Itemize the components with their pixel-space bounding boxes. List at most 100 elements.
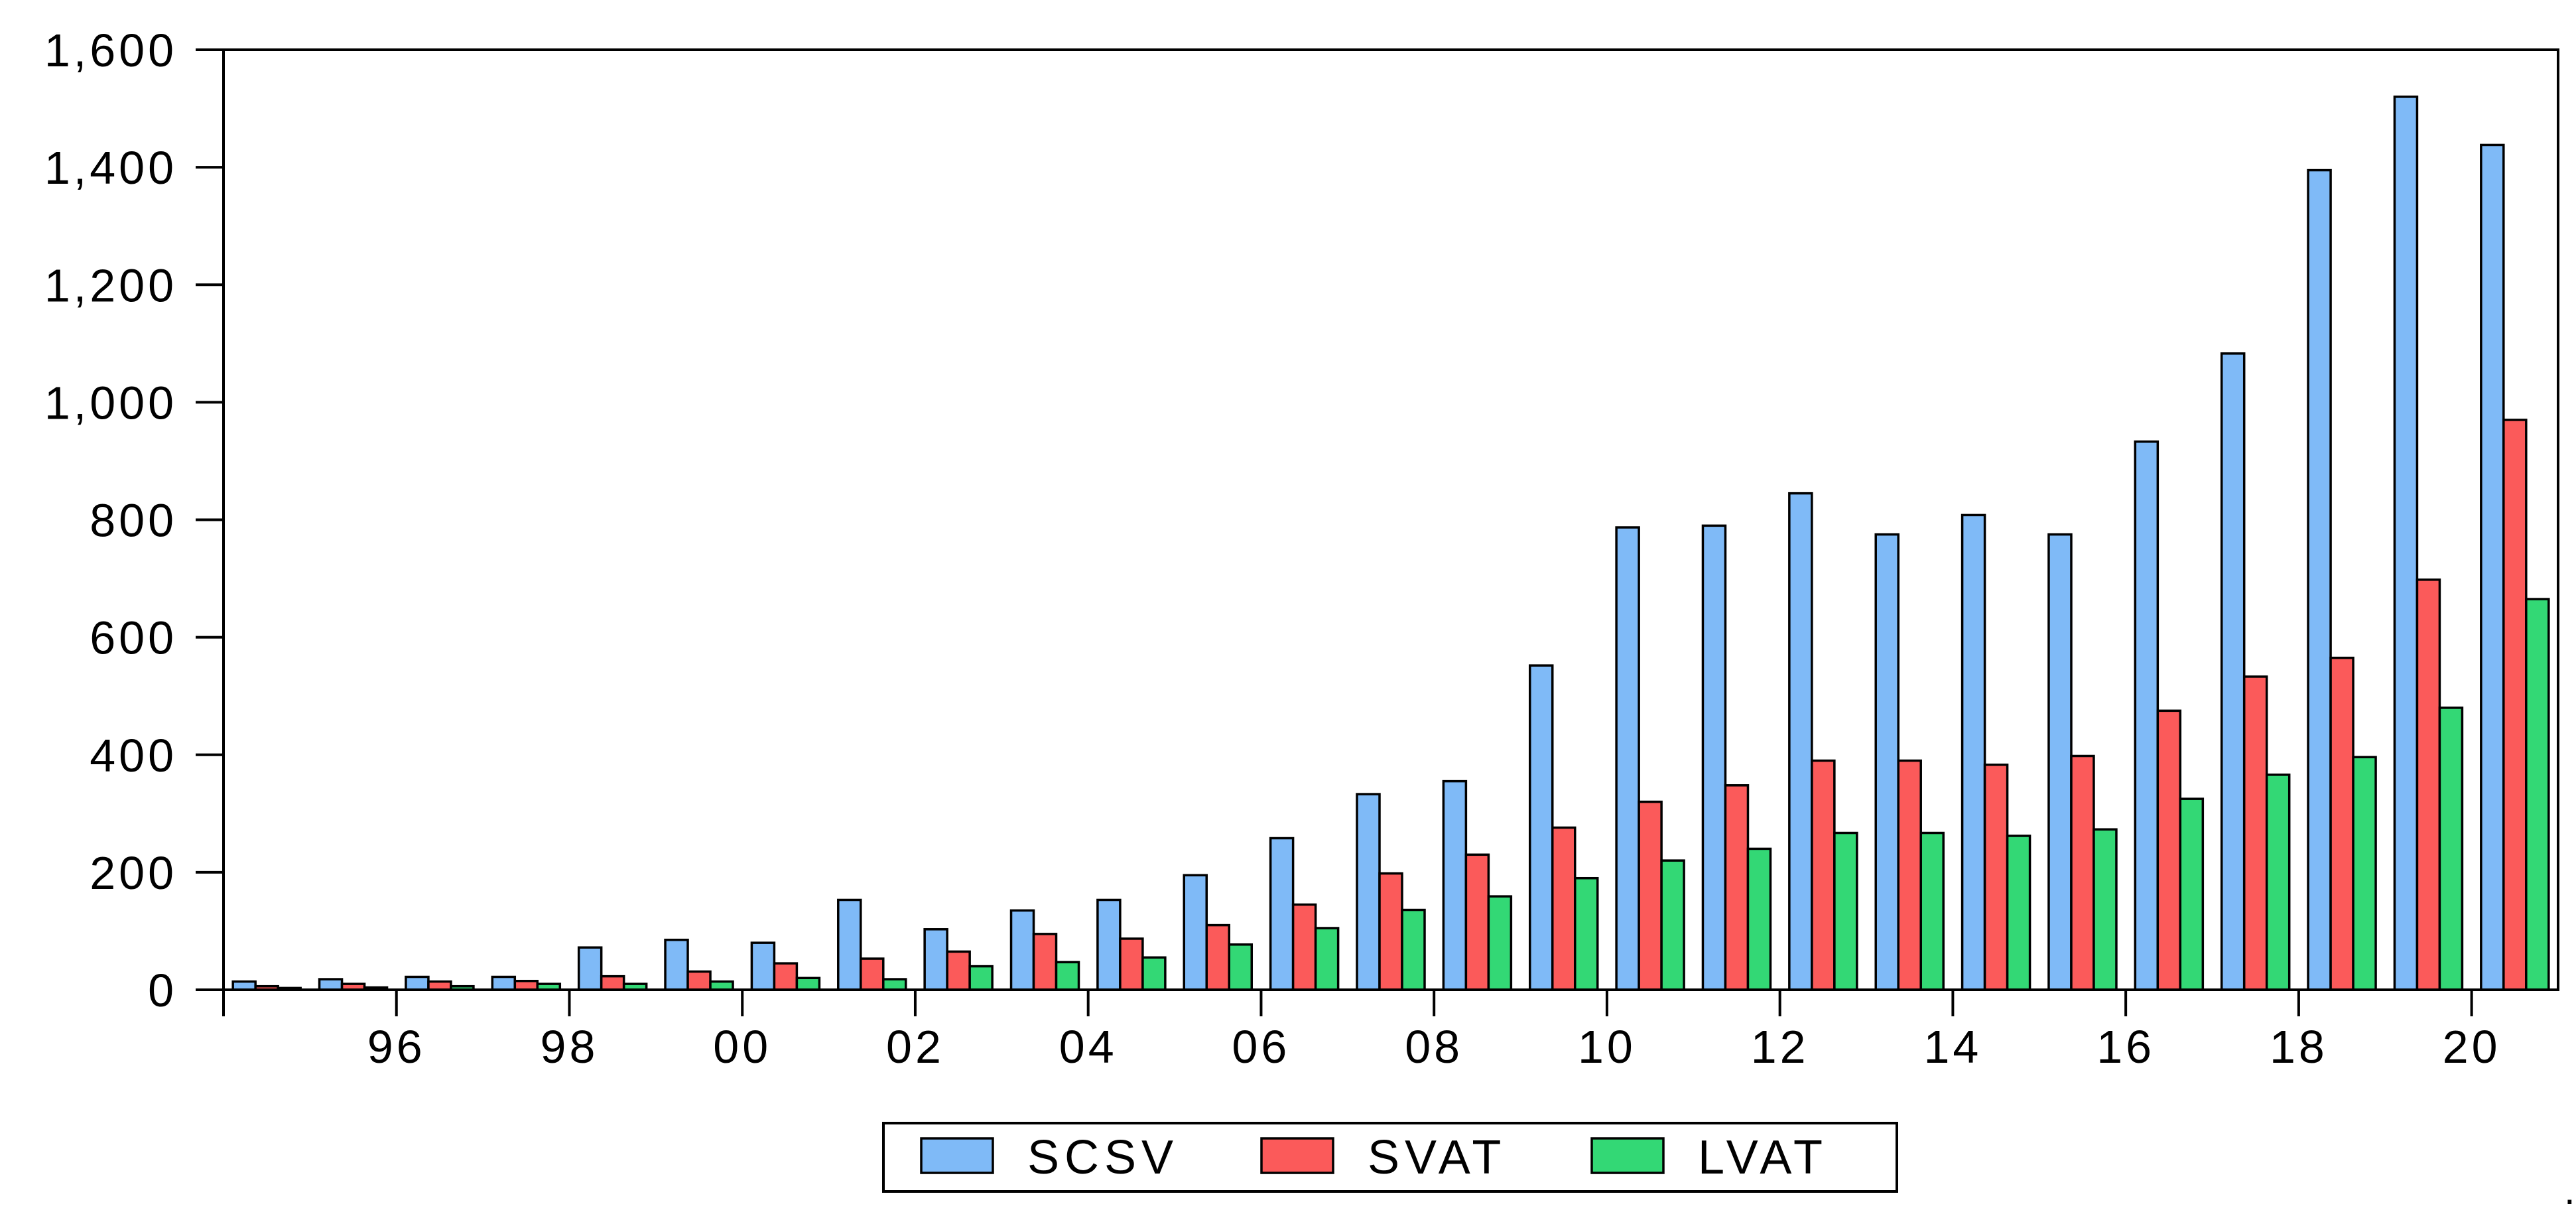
bar-scsv-2021 <box>2480 143 2505 991</box>
bar-lvat-2017 <box>2179 797 2205 991</box>
x-tick-label: 08 <box>1405 1021 1463 1073</box>
legend-label-scsv: SCSV <box>1027 1131 1179 1184</box>
x-tick-label: 98 <box>541 1021 599 1073</box>
bar-scsv-2004 <box>1009 909 1035 991</box>
bar-scsv-1999 <box>577 946 603 991</box>
bar-svat-2004 <box>1032 933 1058 991</box>
legend-label-lvat: LVAT <box>1698 1131 1828 1184</box>
bar-lvat-2008 <box>1401 908 1426 991</box>
x-tick-label: 96 <box>367 1021 426 1073</box>
bar-scsv-2011 <box>1615 526 1640 991</box>
bar-lvat-2004 <box>1055 961 1080 991</box>
bar-scsv-2017 <box>2134 440 2159 991</box>
bar-lvat-2013 <box>1833 831 1858 991</box>
legend: SCSV SVAT LVAT <box>882 1122 1898 1193</box>
bar-scsv-2005 <box>1096 898 1122 991</box>
bar-lvat-2016 <box>2093 828 2118 991</box>
bar-lvat-2018 <box>2265 774 2291 991</box>
series-scsv <box>231 96 2505 991</box>
bar-lvat-2005 <box>1141 956 1167 991</box>
bar-scsv-1996 <box>318 978 344 991</box>
x-tick-label: 06 <box>1232 1021 1291 1073</box>
bar-svat-2013 <box>1811 759 1836 991</box>
bar-svat-2019 <box>2329 656 2354 991</box>
bar-svat-2018 <box>2242 675 2268 991</box>
bar-scsv-2002 <box>837 898 862 991</box>
bar-scsv-2003 <box>923 928 948 991</box>
bar-scsv-1998 <box>491 975 517 991</box>
bar-svat-2012 <box>1724 784 1750 991</box>
bar-svat-2014 <box>1897 759 1922 991</box>
bar-svat-2000 <box>686 970 712 991</box>
bar-scsv-2019 <box>2307 169 2332 991</box>
bar-svat-2008 <box>1378 872 1403 991</box>
bar-svat-2015 <box>1983 764 2009 991</box>
x-tick-label: 18 <box>2270 1021 2328 1073</box>
y-tick-label: 1,400 <box>44 142 177 194</box>
bar-svat-1999 <box>600 975 625 991</box>
bar-svat-2017 <box>2156 709 2182 991</box>
bar-lvat-2002 <box>882 978 907 991</box>
bar-lvat-2007 <box>1314 927 1340 991</box>
bar-scsv-1997 <box>405 975 430 991</box>
bar-svat-2001 <box>773 962 799 991</box>
legend-swatch-lvat <box>1590 1137 1665 1174</box>
bar-scsv-2016 <box>2047 533 2073 991</box>
bar-svat-2002 <box>860 957 885 991</box>
y-tick-label: 1,000 <box>44 377 177 429</box>
bar-lvat-2019 <box>2352 756 2377 991</box>
y-tick-label: 200 <box>90 847 177 899</box>
x-tick-label: 00 <box>713 1021 771 1073</box>
y-tick-label: 800 <box>90 495 177 547</box>
legend-swatch-svat <box>1260 1137 1334 1174</box>
legend-box <box>882 1122 1898 1193</box>
x-tick-label: 14 <box>1923 1021 1982 1073</box>
y-tick-label: 1,600 <box>44 25 177 76</box>
x-tick-label: 12 <box>1751 1021 1809 1073</box>
x-tick-label: 04 <box>1059 1021 1118 1073</box>
bar-scsv-2001 <box>750 941 776 991</box>
bar-scsv-2018 <box>2220 352 2246 991</box>
y-axis: 0 200 400 600 800 1,000 1,200 1,400 1,600 <box>44 25 224 1016</box>
bar-svat-2006 <box>1205 923 1231 991</box>
bar-scsv-2000 <box>664 938 689 991</box>
bar-scsv-2009 <box>1442 779 1468 991</box>
legend-label-svat: SVAT <box>1368 1131 1506 1184</box>
y-tick-label: 600 <box>90 612 177 664</box>
bar-svat-2016 <box>2070 754 2095 991</box>
bar-scsv-2008 <box>1356 793 1381 991</box>
bar-svat-2020 <box>2415 578 2441 991</box>
bar-lvat-2001 <box>795 977 821 991</box>
bar-svat-2011 <box>1638 800 1663 991</box>
bar-svat-2009 <box>1464 853 1490 991</box>
legend-swatch-scsv <box>920 1137 994 1174</box>
bar-svat-2005 <box>1119 937 1144 991</box>
y-tick-label: 1,200 <box>44 259 177 311</box>
bar-svat-2010 <box>1551 826 1577 991</box>
bar-scsv-2007 <box>1269 837 1295 991</box>
bar-svat-2007 <box>1291 903 1317 991</box>
bar-lvat-2020 <box>2438 707 2464 991</box>
bar-lvat-2021 <box>2525 598 2550 991</box>
y-tick-label: 400 <box>90 730 177 781</box>
bar-scsv-2014 <box>1874 533 1900 991</box>
bar-scsv-2012 <box>1701 524 1727 991</box>
bar-lvat-2011 <box>1660 859 1685 991</box>
bar-svat-2003 <box>946 950 971 991</box>
bar-lvat-2015 <box>2006 835 2031 991</box>
bar-series-group <box>231 96 2550 991</box>
bar-lvat-2003 <box>968 965 994 991</box>
x-tick-label: 16 <box>2096 1021 2155 1073</box>
bar-lvat-2010 <box>1573 876 1599 991</box>
bar-lvat-2012 <box>1746 847 1772 991</box>
y-tick-label: 0 <box>148 965 177 1016</box>
x-axis: 96 98 00 02 04 06 08 10 12 14 16 18 20 <box>222 990 2498 1073</box>
x-tick-label: 10 <box>1578 1021 1636 1073</box>
bar-lvat-2006 <box>1228 943 1254 991</box>
bar-lvat-2009 <box>1487 895 1513 991</box>
bar-scsv-2010 <box>1528 664 1554 991</box>
x-tick-label: 02 <box>886 1021 944 1073</box>
bar-scsv-2020 <box>2393 96 2419 991</box>
bar-scsv-2006 <box>1183 874 1208 991</box>
corner-mark: . <box>2564 1168 2575 1213</box>
